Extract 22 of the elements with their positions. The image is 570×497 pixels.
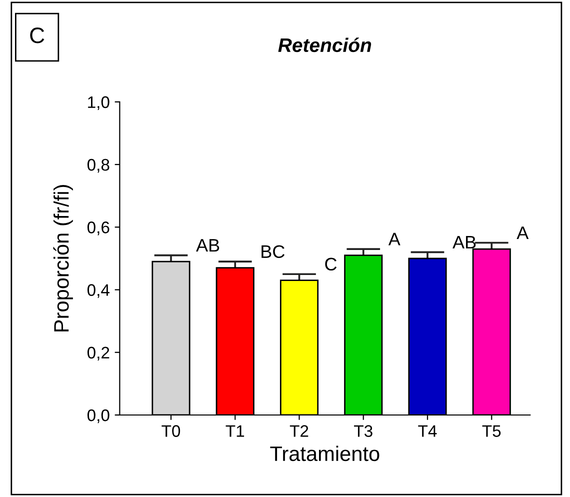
text: C: [30, 28, 44, 44]
annotation: AB: [452, 236, 476, 248]
x-tick-label: T4: [418, 425, 437, 437]
chart-title: Retención: [278, 38, 372, 52]
y-tick-label: 0,2: [87, 346, 110, 361]
x-tick-label: T1: [226, 425, 244, 437]
y-tick-label: 1,0: [88, 96, 110, 110]
x-axis-title: Tratamiento: [270, 446, 380, 462]
annotation: A: [516, 226, 529, 240]
annotation: BC: [262, 245, 285, 258]
y-tick-label: 0,0: [87, 409, 110, 424]
x-tick-label: T3: [354, 425, 372, 437]
y-tick-label: 0,6: [87, 222, 110, 236]
x-tick-label: T2: [290, 425, 308, 437]
x-tick-label: T0: [162, 425, 180, 437]
annotation: A: [388, 232, 400, 246]
x-tick-label: T5: [482, 425, 501, 437]
annotation: C: [325, 258, 337, 271]
y-tick-label: 0,8: [87, 158, 110, 173]
y-tick-label: 0,4: [87, 284, 110, 298]
y-axis-title: Proporción (fr/fi): [53, 185, 73, 332]
annotation: AB: [196, 239, 220, 252]
